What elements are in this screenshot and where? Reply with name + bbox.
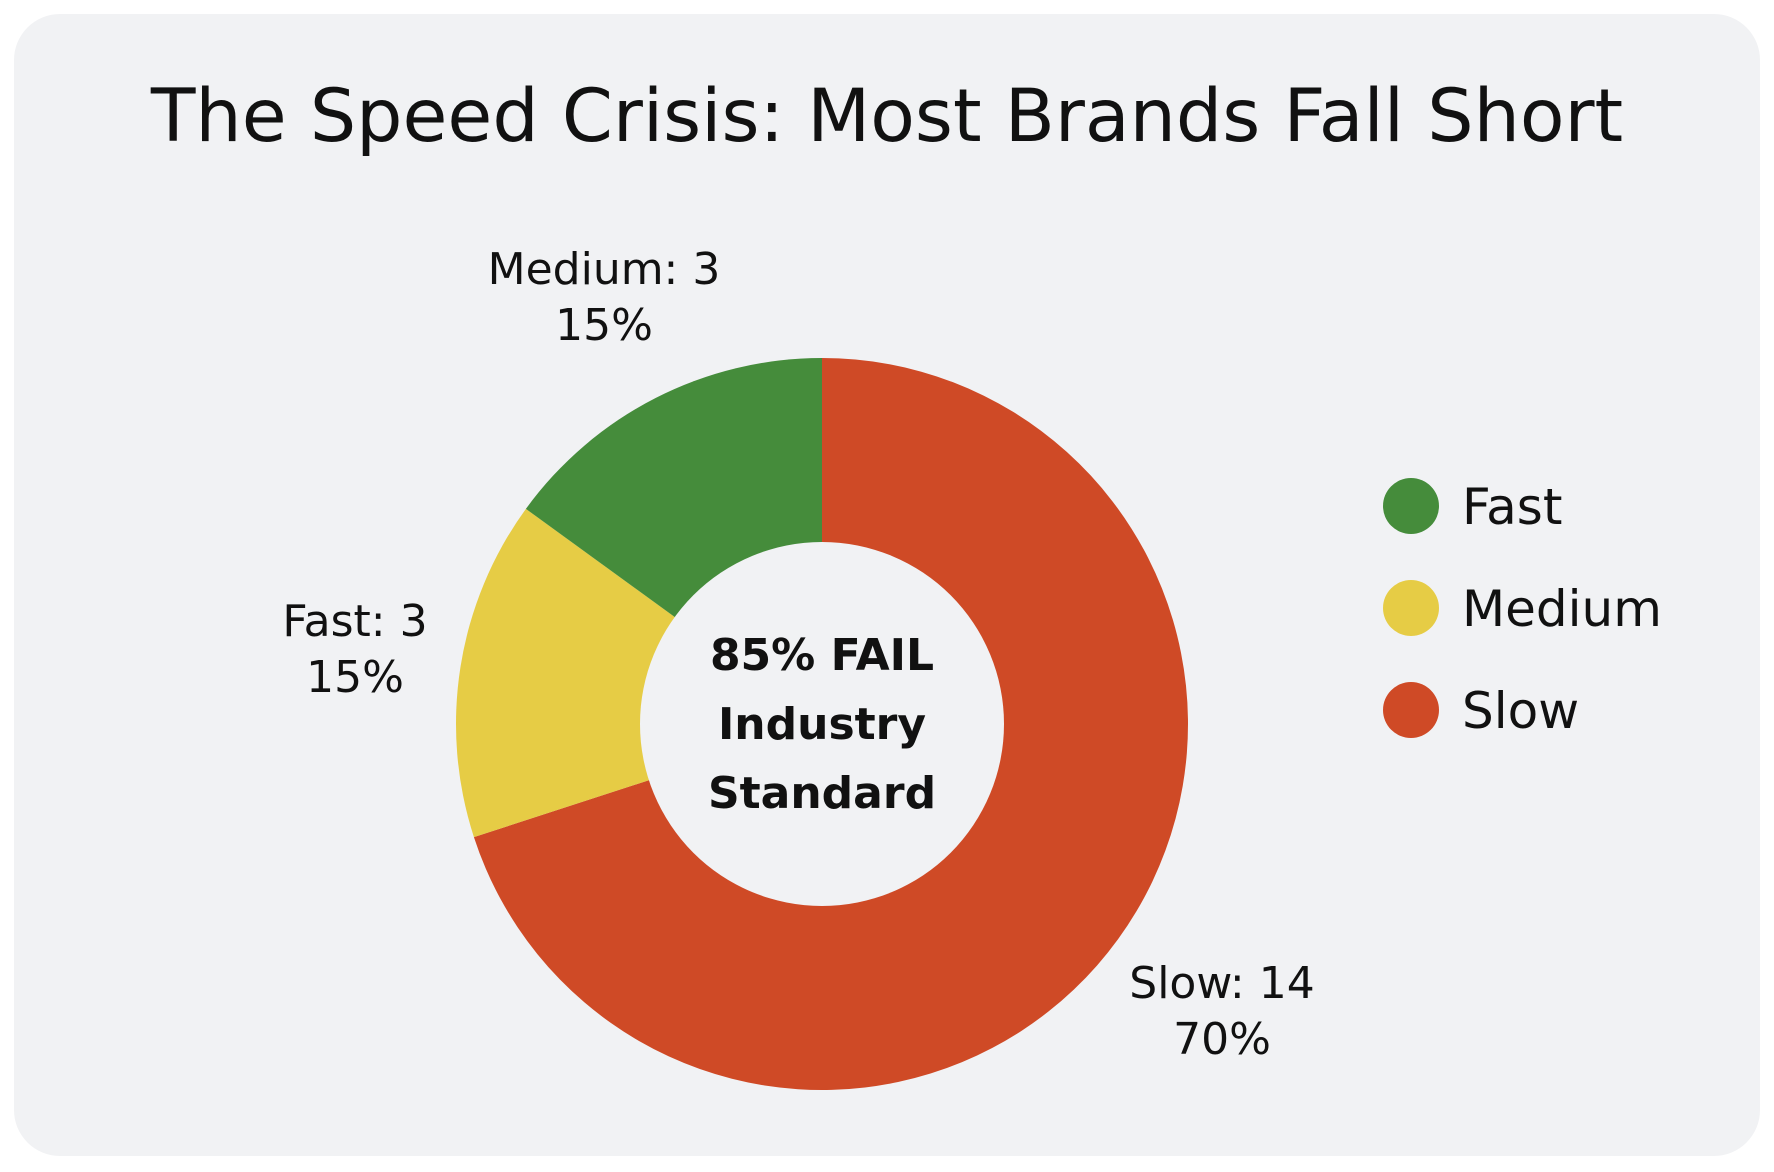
slice-fast: [456, 508, 822, 838]
legend-swatch-fast: [1383, 478, 1439, 534]
legend-swatch-slow: [1383, 682, 1439, 738]
legend: Fast Medium Slow: [1383, 478, 1662, 740]
slice-percent-fast: 15%: [306, 652, 404, 703]
center-label-line: Standard: [708, 768, 936, 819]
slice-label-fast: Fast: 3: [282, 596, 427, 647]
center-label: 85% FAIL Industry Standard: [708, 630, 936, 819]
center-label-line: Industry: [718, 699, 926, 750]
slice-percent-slow: 70%: [1173, 1014, 1271, 1065]
legend-label-fast: Fast: [1462, 478, 1562, 536]
donut-hole: [640, 542, 1004, 906]
legend-label-medium: Medium: [1462, 580, 1662, 638]
slice-percent-medium: 15%: [555, 300, 653, 351]
legend-label-slow: Slow: [1462, 682, 1579, 740]
legend-swatch-medium: [1383, 580, 1439, 636]
slice-label-medium: Medium: 3: [488, 244, 721, 295]
slice-label-slow: Slow: 14: [1129, 958, 1314, 1009]
center-label-line: 85% FAIL: [710, 630, 934, 681]
chart-title: The Speed Crisis: Most Brands Fall Short: [150, 74, 1624, 159]
